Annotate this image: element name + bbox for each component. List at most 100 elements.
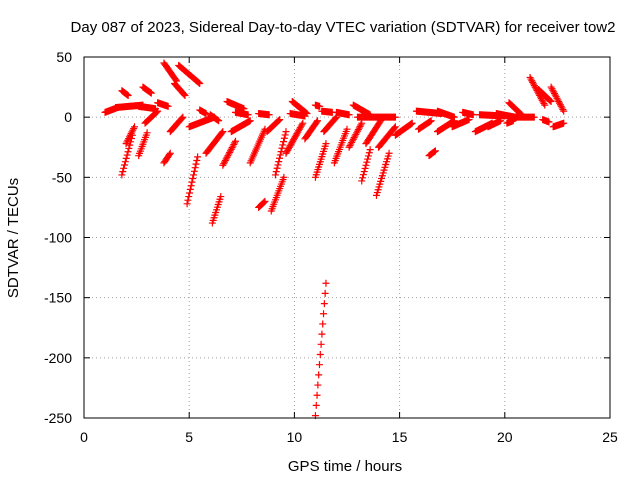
data-point [345, 143, 353, 151]
data-point [125, 135, 133, 143]
data-point [548, 85, 556, 93]
data-point [407, 120, 415, 128]
data-point [332, 114, 340, 122]
data-series-segment [415, 117, 435, 133]
y-tick-label: -250 [44, 410, 72, 426]
data-point [125, 144, 133, 152]
data-series-segment [183, 153, 202, 208]
data-point [121, 158, 129, 166]
data-point [469, 111, 477, 119]
data-point [286, 142, 294, 150]
data-series-segment [459, 108, 477, 119]
data-point [275, 158, 283, 166]
data-series-segment [118, 87, 132, 100]
data-point [545, 96, 553, 104]
data-series-segment [185, 113, 218, 131]
data-point [550, 88, 558, 96]
data-series-segment [219, 137, 239, 169]
data-point [283, 148, 291, 156]
data-series-segment [170, 79, 189, 100]
data-point [223, 153, 231, 161]
data-points-layer [101, 59, 568, 420]
data-point [299, 119, 307, 127]
x-tick-label: 15 [392, 429, 408, 445]
data-point [143, 129, 151, 137]
data-point [184, 196, 192, 204]
data-point [319, 320, 327, 328]
data-point [188, 178, 196, 186]
data-series-segment [282, 119, 307, 157]
data-point [128, 128, 136, 136]
data-point [275, 116, 283, 124]
data-point [218, 129, 226, 137]
data-point [358, 177, 366, 185]
data-point [190, 167, 198, 175]
y-tick-label: -150 [44, 290, 72, 306]
data-point [332, 113, 340, 121]
data-point [364, 155, 372, 163]
data-series-segment [311, 279, 330, 420]
data-point [278, 144, 286, 152]
data-series-segment [547, 83, 568, 115]
data-point [121, 161, 129, 169]
data-point [552, 93, 560, 101]
x-tick-label: 0 [80, 429, 88, 445]
data-point [559, 106, 567, 114]
data-point [228, 144, 236, 152]
data-point [530, 82, 538, 90]
data-point [293, 130, 301, 138]
data-point [290, 134, 298, 142]
data-point [558, 104, 566, 112]
data-point [221, 158, 229, 166]
data-series-segment [345, 119, 366, 151]
data-point [127, 130, 135, 138]
chart-title: Day 087 of 2023, Sidereal Day-to-day VTE… [71, 19, 616, 36]
data-point [550, 90, 558, 98]
data-point [215, 117, 223, 125]
data-point [224, 152, 232, 160]
data-point [297, 122, 305, 130]
data-point [290, 136, 298, 144]
data-point [318, 330, 326, 338]
data-point [291, 133, 299, 141]
y-tick-label: -100 [44, 230, 72, 246]
data-point [349, 135, 357, 143]
data-point [362, 161, 370, 169]
data-point [280, 138, 288, 146]
data-series-segment [354, 113, 399, 121]
data-series-segment [263, 116, 284, 136]
data-point [352, 130, 360, 138]
data-series-segment [122, 123, 138, 148]
data-point [359, 171, 367, 179]
data-point [146, 88, 154, 96]
data-point [180, 91, 188, 99]
data-point [261, 197, 269, 205]
data-point [120, 164, 128, 172]
data-series-segment [196, 106, 210, 118]
data-point [560, 119, 568, 127]
data-series-segment [362, 117, 385, 148]
data-point [229, 142, 237, 150]
data-point [294, 128, 302, 136]
data-point [303, 110, 311, 118]
data-point [193, 156, 201, 164]
data-point [385, 149, 393, 157]
data-point [321, 289, 329, 297]
data-point [546, 97, 554, 105]
data-series-segment [433, 117, 458, 136]
data-point [353, 129, 361, 137]
data-point [315, 361, 323, 369]
data-point [497, 117, 505, 125]
data-point [260, 198, 268, 206]
data-point [276, 116, 284, 124]
data-series-segment [227, 117, 254, 136]
data-point [196, 79, 204, 87]
data-series-segment [534, 85, 555, 106]
data-point [526, 73, 534, 81]
data-series-segment [484, 117, 505, 131]
data-series-segment [267, 173, 288, 215]
data-point [273, 164, 281, 172]
data-point [541, 101, 549, 109]
data-point [166, 149, 174, 157]
data-point [210, 113, 218, 121]
